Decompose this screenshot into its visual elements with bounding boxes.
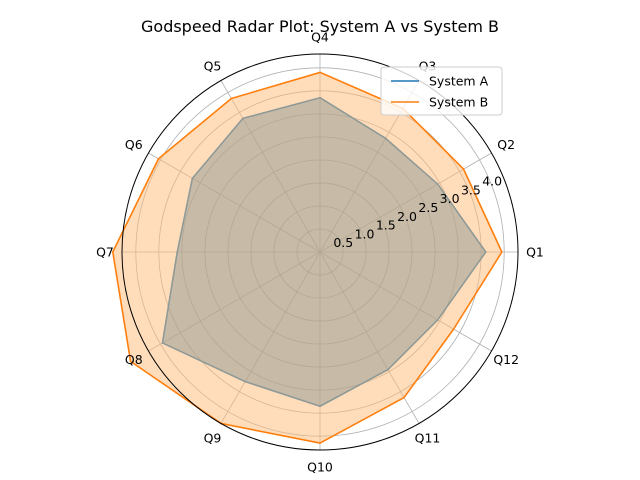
point-system-b-q4	[319, 71, 321, 74]
category-label-q6: Q6	[125, 137, 143, 152]
radial-tick-4.0: 4.0	[482, 174, 502, 189]
category-label-q1: Q1	[526, 245, 544, 260]
point-system-b-q1	[501, 251, 503, 253]
point-system-b-q7	[111, 251, 114, 253]
series-fill-system-b	[112, 72, 502, 444]
point-system-b-q10	[319, 442, 321, 444]
radial-tick-3.0: 3.0	[440, 191, 460, 206]
point-system-b-q11	[403, 396, 405, 399]
category-label-q2: Q2	[497, 137, 515, 152]
radial-tick-1.0: 1.0	[355, 226, 375, 241]
point-system-b-q8	[129, 360, 132, 363]
category-label-q12: Q12	[493, 352, 519, 367]
category-label-q5: Q5	[204, 58, 222, 73]
polar-frame	[121, 53, 519, 451]
legend-label-system-a: System A	[429, 74, 489, 89]
point-system-b-q6	[157, 157, 160, 160]
category-label-q10: Q10	[307, 460, 333, 475]
chart-title: Godspeed Radar Plot: System A vs System …	[141, 17, 499, 36]
legend-label-system-b: System B	[429, 95, 488, 110]
category-label-q11: Q11	[415, 431, 441, 446]
radial-tick-2.0: 2.0	[397, 209, 417, 224]
radial-tick-1.5: 1.5	[376, 218, 396, 233]
legend: System A System B	[380, 66, 503, 116]
category-label-q4: Q4	[311, 30, 329, 45]
legend-box	[380, 66, 503, 116]
series-layer	[111, 71, 503, 444]
radial-tick-2.5: 2.5	[418, 200, 438, 215]
point-system-b-q12	[452, 328, 455, 330]
radial-tick-0.5: 0.5	[333, 235, 353, 250]
category-label-q9: Q9	[204, 431, 222, 446]
point-system-b-q5	[230, 97, 233, 100]
category-label-q7: Q7	[96, 245, 114, 260]
radial-tick-3.5: 3.5	[461, 182, 481, 197]
category-label-q8: Q8	[125, 352, 143, 367]
axis-labels: Q1Q2Q3Q4Q5Q6Q7Q8Q9Q10Q11Q120.51.01.52.02…	[96, 30, 544, 475]
point-system-b-q2	[462, 168, 465, 170]
